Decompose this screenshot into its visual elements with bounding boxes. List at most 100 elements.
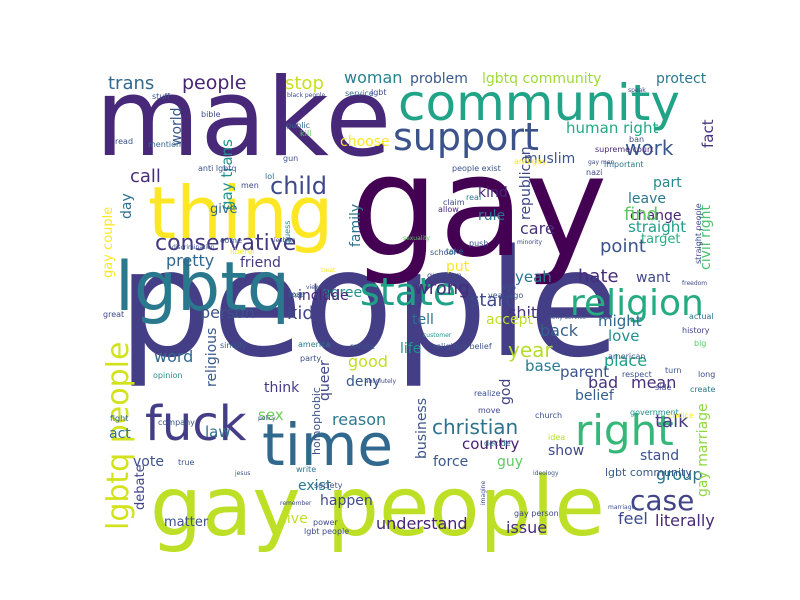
word-word: word	[154, 347, 193, 366]
word-point: point	[600, 236, 646, 257]
word-republican: republican	[518, 146, 534, 220]
word-create: create	[690, 385, 715, 394]
word-straight: straight	[628, 218, 686, 236]
word-school: school	[430, 248, 456, 257]
word-company: company	[158, 418, 195, 427]
word-minority: minority	[517, 239, 542, 246]
word-anti-gay: anti gay	[514, 157, 547, 166]
word-straight-people: straight people	[694, 203, 703, 264]
word-deny-service: deny service	[548, 314, 587, 321]
word-lgbt-community: lgbt community	[605, 466, 692, 479]
word-sexuality: sexuality	[403, 235, 430, 242]
word-homophobic: homophobic	[310, 387, 323, 455]
word-pretty: pretty	[166, 251, 214, 270]
word-place: place	[604, 351, 647, 370]
word-kind: kind	[478, 185, 508, 201]
word-history: history	[682, 326, 710, 335]
word-gun: gun	[283, 154, 298, 163]
word-civil-right: civil right	[698, 204, 714, 270]
word-gay-men: gay men	[588, 159, 614, 166]
word-deny: deny	[346, 374, 381, 390]
word-big: big	[694, 339, 706, 348]
word-turn: turn	[665, 366, 681, 375]
word-wrong: wrong	[414, 278, 470, 299]
word-remember: remember	[280, 500, 312, 507]
word-american: american	[608, 352, 646, 361]
word-opinion: opinion	[153, 371, 182, 380]
word-gay-person: gay person	[514, 509, 559, 518]
word-mean: mean	[631, 373, 676, 392]
word-people-exist: people exist	[452, 164, 501, 173]
word-talk: talk	[655, 411, 689, 432]
word-stand: stand	[640, 448, 679, 464]
word-ideology: ideology	[533, 470, 559, 477]
word-lose: lose	[289, 290, 305, 299]
word-religion: religion	[570, 283, 704, 324]
word-time: time	[262, 411, 393, 479]
word-supreme-court: supreme court	[595, 145, 653, 154]
word-child: child	[270, 172, 327, 200]
word-matter: matter	[164, 515, 209, 530]
word-stop: stop	[285, 73, 324, 94]
word-decide: decide	[484, 439, 511, 448]
word-ban: ban	[629, 135, 644, 144]
word-absolutely: absolutely	[365, 378, 396, 385]
word-question: question	[427, 271, 462, 280]
word-guess: guess	[283, 221, 292, 244]
word-might: might	[598, 312, 642, 330]
word-force: force	[433, 454, 468, 470]
word-work: work	[625, 136, 674, 160]
word-discrimination: discrimination	[172, 244, 215, 251]
word-good: good	[348, 352, 388, 371]
word-society: society	[314, 481, 343, 490]
word-lot: lot	[313, 281, 336, 302]
word-live: live	[283, 511, 308, 527]
word-religious: religious	[204, 328, 220, 387]
word-fight: fight	[110, 414, 128, 423]
word-community: community	[398, 74, 680, 132]
word-rule: rule	[478, 208, 505, 224]
word-lgbtq-community: lgbtq community	[482, 71, 601, 87]
word-person: person	[200, 303, 255, 322]
word-include: include	[298, 288, 349, 304]
word-side: side	[655, 383, 671, 392]
word-reason: reason	[332, 410, 386, 429]
word-power: power	[313, 518, 338, 527]
word-friend: friend	[240, 255, 281, 271]
word-bible: bible	[201, 110, 221, 119]
word-government: government	[630, 408, 679, 417]
word-right: right	[575, 406, 674, 455]
word-push: push	[469, 239, 488, 248]
word-love: love	[608, 327, 639, 345]
word-put: put	[446, 259, 470, 275]
word-feel: feel	[618, 509, 648, 528]
word-move: move	[478, 406, 500, 415]
word-debate: debate	[133, 464, 148, 510]
word-care: care	[520, 219, 555, 238]
word-christian: christian	[432, 415, 518, 439]
word-guy: guy	[497, 454, 523, 470]
word-fuck: fuck	[145, 396, 247, 452]
word-year-ago: year ago	[488, 291, 523, 300]
word-thing: thing	[148, 171, 333, 255]
word-church: church	[535, 411, 562, 420]
word-muslim: muslim	[524, 151, 575, 167]
word-fact: fact	[699, 119, 717, 148]
word-human-right: human right	[566, 119, 658, 137]
word-state: state	[360, 270, 456, 314]
word-issue: issue	[506, 518, 547, 537]
word-kid: kid	[287, 303, 314, 324]
word-lgbt-people: lgbt people	[304, 527, 349, 536]
word-literally: literally	[655, 511, 715, 530]
word-choose: choose	[340, 134, 390, 150]
word-case: case	[630, 484, 694, 517]
word-gay-couple: gay couple	[101, 207, 116, 278]
word-gay-trans: gay trans	[218, 139, 236, 210]
word-problem: problem	[410, 71, 468, 87]
word-end: end	[287, 291, 302, 300]
word-real: real	[466, 193, 481, 202]
word-think: think	[264, 380, 300, 396]
word-gay-people: gay people	[150, 460, 605, 555]
word-show: show	[548, 443, 584, 459]
